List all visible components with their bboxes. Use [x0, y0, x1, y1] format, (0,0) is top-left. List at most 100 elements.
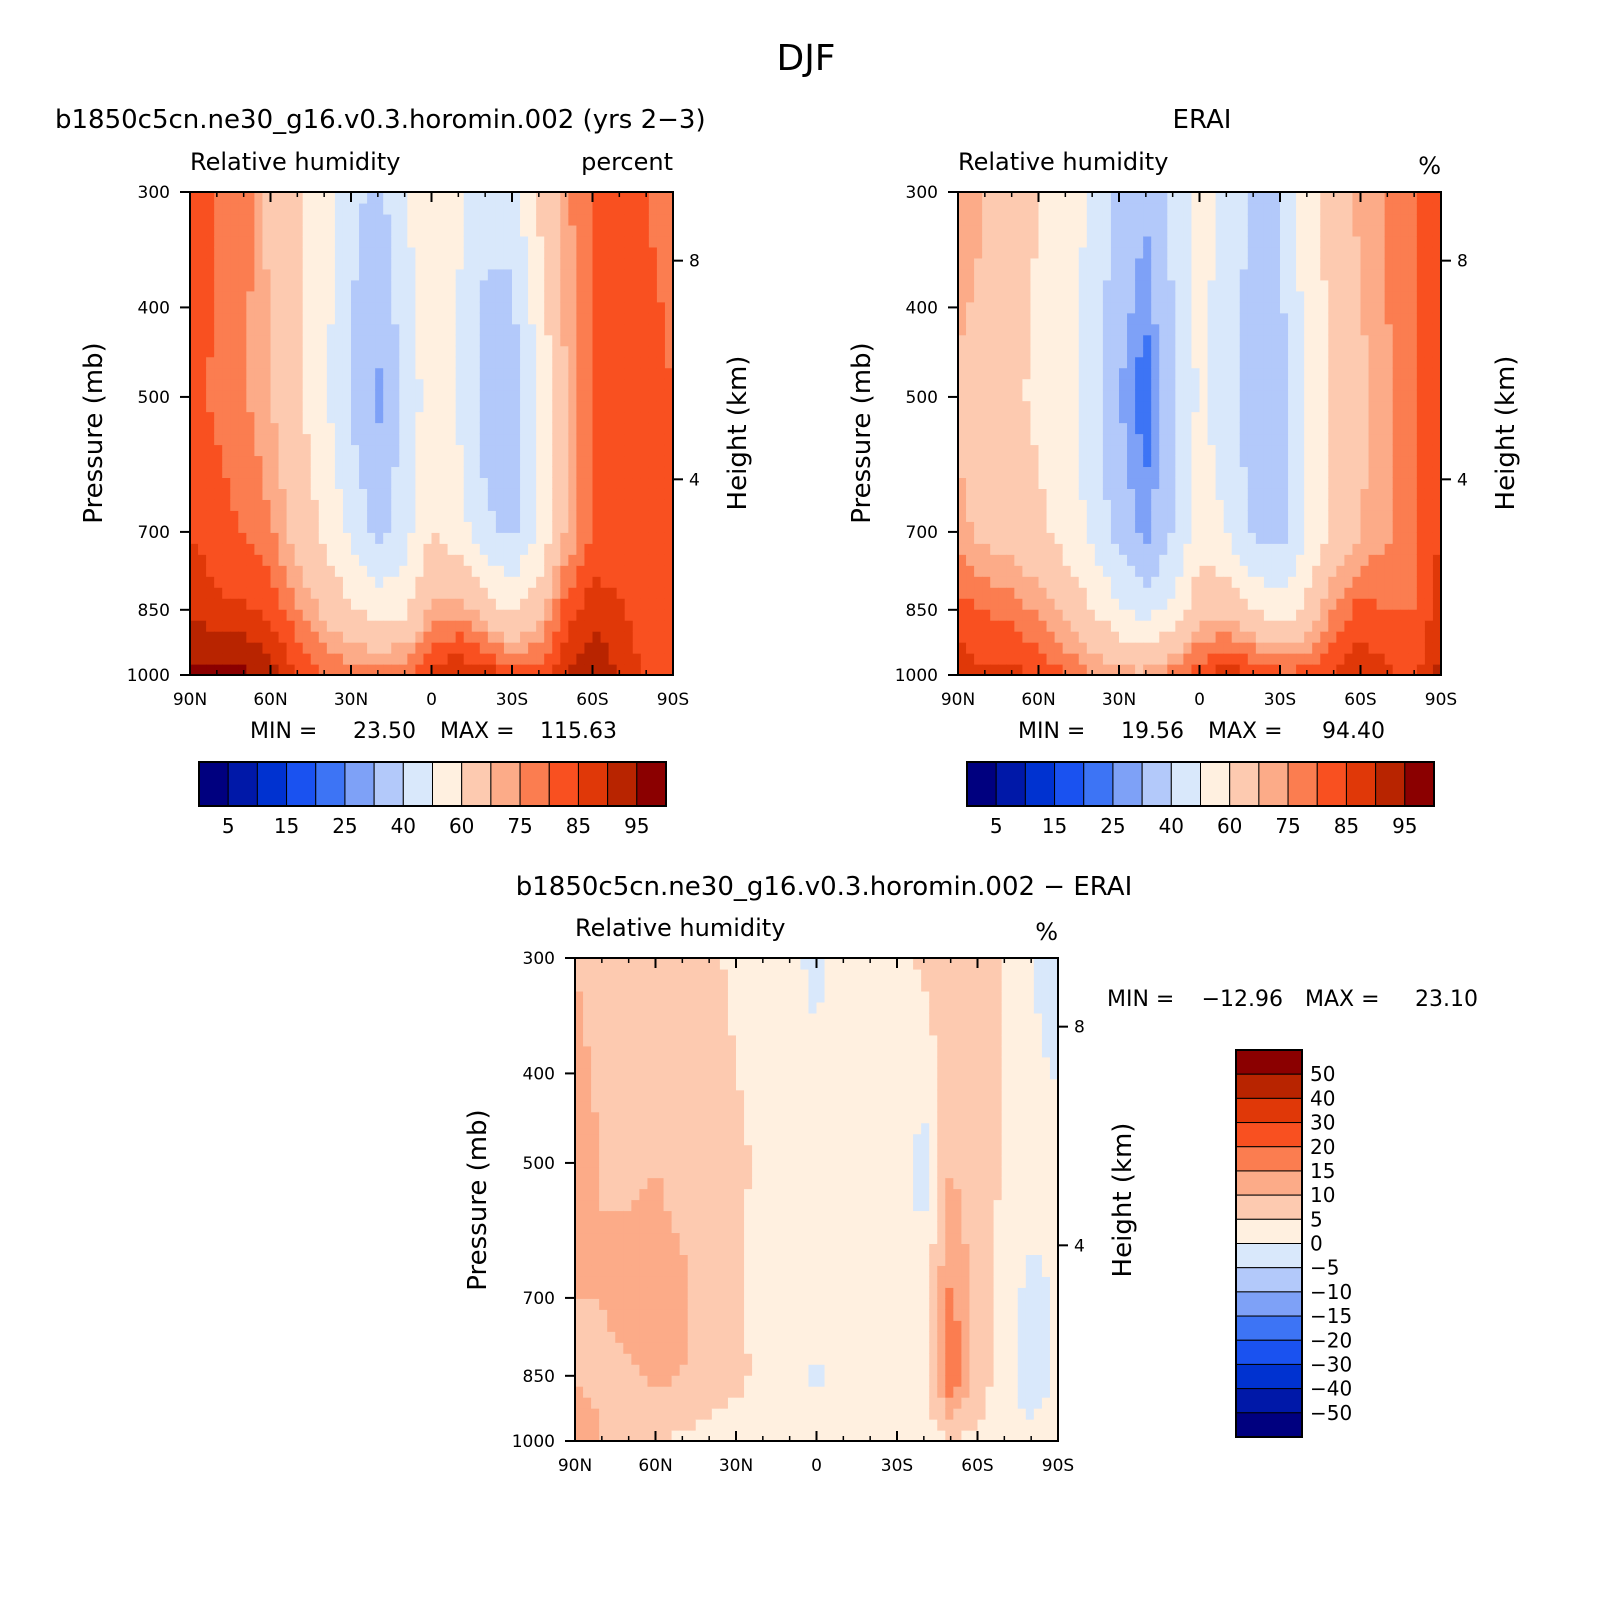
contour-cell: [423, 422, 433, 435]
contour-cell: [1110, 246, 1120, 259]
contour-cell: [1296, 620, 1305, 632]
contour-cell: [334, 521, 344, 533]
contour-cell: [238, 587, 247, 599]
contour-cell: [1143, 224, 1152, 237]
contour-cell: [1086, 488, 1096, 500]
contour-cell: [1352, 268, 1362, 281]
contour-cell: [584, 224, 594, 237]
contour-cell: [334, 532, 344, 544]
contour-cell: [520, 499, 529, 511]
contour-cell: [1191, 334, 1201, 347]
contour-cell: [318, 532, 328, 544]
contour-cell: [1328, 367, 1337, 380]
panel-model-colorbar: 5 15 25 40 60 75 85 95: [198, 761, 667, 838]
contour-cell: [487, 378, 497, 391]
contour-cell: [1360, 444, 1370, 457]
contour-cell: [198, 532, 207, 544]
contour-cell: [1062, 587, 1072, 599]
contour-cell: [1255, 290, 1265, 303]
contour-cell: [479, 598, 489, 610]
contour-cell: [1135, 444, 1144, 457]
contour-cell: [447, 301, 457, 314]
contour-cell: [1344, 433, 1354, 446]
contour-cell: [214, 455, 223, 468]
contour-cell: [342, 246, 352, 259]
contour-cell: [1231, 521, 1241, 533]
contour-cell: [326, 455, 336, 468]
contour-cell: [600, 312, 610, 325]
contour-cell: [375, 356, 384, 369]
contour-cell: [439, 312, 449, 325]
contour-cell: [1199, 631, 1209, 643]
contour-cell: [375, 367, 384, 380]
contour-cell: [1199, 257, 1209, 270]
contour-cell: [1078, 587, 1088, 599]
contour-cell: [415, 631, 425, 643]
contour-cell: [1006, 411, 1015, 424]
contour-cell: [439, 609, 449, 621]
contour-cell: [560, 576, 569, 588]
contour-cell: [302, 488, 312, 500]
contour-cell: [1199, 192, 1209, 204]
contour-cell: [1102, 290, 1112, 303]
contour-cell: [479, 532, 489, 544]
contour-cell: [1135, 488, 1144, 500]
contour-cell: [1336, 378, 1345, 391]
contour-cell: [1215, 279, 1225, 292]
contour-cell: [1110, 433, 1120, 446]
contour-cell: [576, 444, 586, 457]
contour-cell: [990, 323, 999, 336]
contour-cell: [471, 433, 481, 446]
contour-cell: [399, 400, 408, 413]
contour-cell: [1271, 653, 1281, 665]
contour-cell: [1352, 367, 1362, 380]
contour-cell: [198, 400, 207, 413]
contour-cell: [342, 400, 352, 413]
contour-cell: [1304, 367, 1313, 380]
contour-cell: [334, 312, 344, 325]
contour-cell: [1127, 279, 1136, 292]
panel-model-subtitle-left: Relative humidity: [190, 148, 400, 176]
contour-cell: [1054, 576, 1064, 588]
contour-cell: [286, 444, 296, 457]
contour-cell: [1175, 532, 1184, 544]
contour-cell: [1320, 268, 1329, 281]
contour-cell: [439, 664, 449, 676]
contour-cell: [1143, 477, 1152, 489]
contour-cell: [254, 312, 264, 325]
contour-cell: [1014, 334, 1023, 347]
contour-cell: [1280, 400, 1289, 413]
contour-cell: [278, 378, 288, 391]
contour-cell: [359, 290, 368, 303]
contour-cell: [656, 378, 666, 391]
contour-cell: [1207, 653, 1217, 665]
contour-cell: [1215, 521, 1225, 533]
contour-cell: [640, 301, 650, 314]
contour-cell: [214, 510, 223, 522]
contour-cell: [222, 290, 231, 303]
contour-cell: [1239, 378, 1249, 391]
contour-cell: [536, 466, 545, 479]
contour-cell: [1239, 576, 1249, 588]
contour-cell: [1263, 499, 1273, 511]
contour-cell: [222, 334, 231, 347]
contour-cell: [1336, 224, 1345, 237]
contour-cell: [608, 378, 618, 391]
contour-cell: [1207, 301, 1217, 314]
contour-cell: [439, 323, 449, 336]
contour-cell: [1199, 433, 1209, 446]
contour-cell: [230, 532, 239, 544]
contour-cell: [1199, 213, 1209, 226]
contour-cell: [576, 301, 586, 314]
contour-cell: [1312, 246, 1321, 259]
contour-cell: [415, 389, 425, 402]
contour-cell: [238, 290, 247, 303]
contour-cell: [1022, 224, 1032, 237]
contour-cell: [423, 202, 433, 215]
contour-cell: [1231, 334, 1241, 347]
contour-cell: [584, 510, 594, 522]
contour-cell: [1312, 532, 1321, 544]
contour-cell: [990, 631, 999, 643]
contour-cell: [1094, 521, 1104, 533]
contour-cell: [1312, 389, 1321, 402]
